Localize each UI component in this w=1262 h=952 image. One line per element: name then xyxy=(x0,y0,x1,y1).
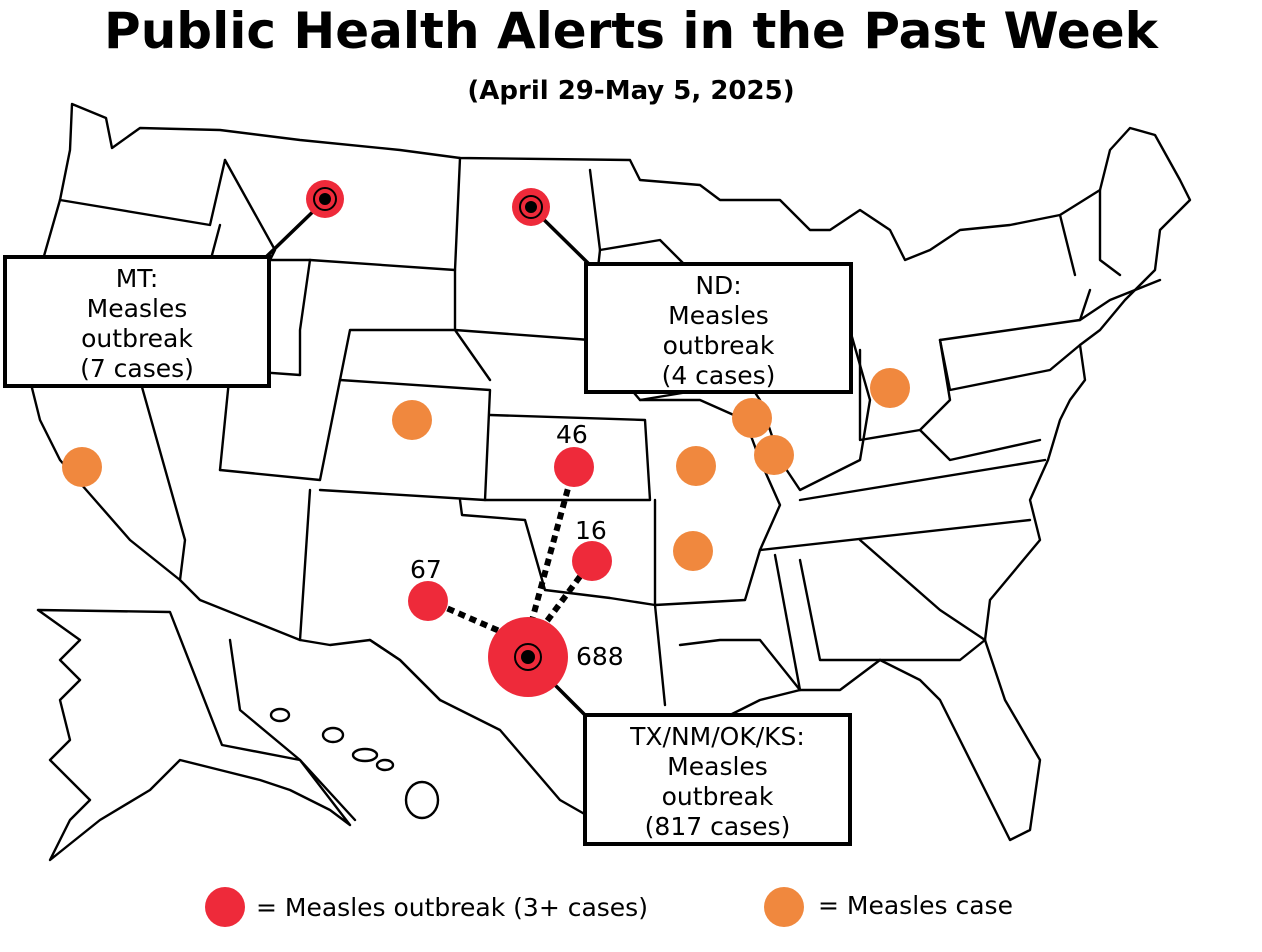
legend-outbreak-label: = Measles outbreak (3+ cases) xyxy=(256,893,648,922)
callout-tx-line1: TX/NM/OK/KS: xyxy=(630,722,805,751)
cluster-label-nm: 67 xyxy=(410,555,442,584)
legend-outbreak-dot xyxy=(205,887,245,927)
case-marker-co xyxy=(392,400,432,440)
cluster-label-ok: 16 xyxy=(575,516,607,545)
case-marker-mo xyxy=(676,446,716,486)
map-title: Public Health Alerts in the Past Week xyxy=(104,2,1158,60)
case-marker-ca xyxy=(62,447,102,487)
callout-nd-line3: outbreak xyxy=(662,331,775,360)
case-marker-il-north xyxy=(732,398,772,438)
callout-mt: MT: Measles outbreak (7 cases) xyxy=(3,255,271,388)
cluster-label-ks: 46 xyxy=(556,420,588,449)
case-marker-oh xyxy=(870,368,910,408)
outbreak-markers xyxy=(306,180,612,697)
outbreak-marker-ks xyxy=(554,447,594,487)
callout-mt-line2: Measles xyxy=(86,294,188,323)
callout-nd-line1: ND: xyxy=(695,271,742,300)
legend-case-label: = Measles case xyxy=(818,891,1013,920)
case-marker-il-south xyxy=(754,435,794,475)
callout-mt-line1: MT: xyxy=(115,264,159,293)
case-marker-ar xyxy=(673,531,713,571)
callout-tx-line3: outbreak xyxy=(661,782,774,811)
callout-tx-line4: (817 cases) xyxy=(644,812,791,841)
outbreak-marker-nm xyxy=(408,581,448,621)
callout-nd: ND: Measles outbreak (4 cases) xyxy=(584,262,853,394)
callout-nd-line2: Measles xyxy=(668,301,769,330)
hawaii-islands xyxy=(269,707,440,820)
alaska-outline xyxy=(36,608,352,862)
outbreak-marker-ok xyxy=(572,541,612,581)
callout-tx: TX/NM/OK/KS: Measles outbreak (817 cases… xyxy=(583,713,852,846)
callout-mt-line4: (7 cases) xyxy=(80,354,194,383)
callout-tx-line2: Measles xyxy=(667,752,768,781)
us-outline xyxy=(23,102,1192,842)
legend-case-dot xyxy=(764,887,804,927)
cluster-label-tx: 688 xyxy=(576,642,624,671)
callout-nd-line4: (4 cases) xyxy=(661,361,776,390)
case-markers xyxy=(62,368,910,571)
callout-mt-line3: outbreak xyxy=(81,324,193,353)
alaska-panhandle xyxy=(228,638,357,822)
map-subtitle: (April 29-May 5, 2025) xyxy=(467,76,795,106)
